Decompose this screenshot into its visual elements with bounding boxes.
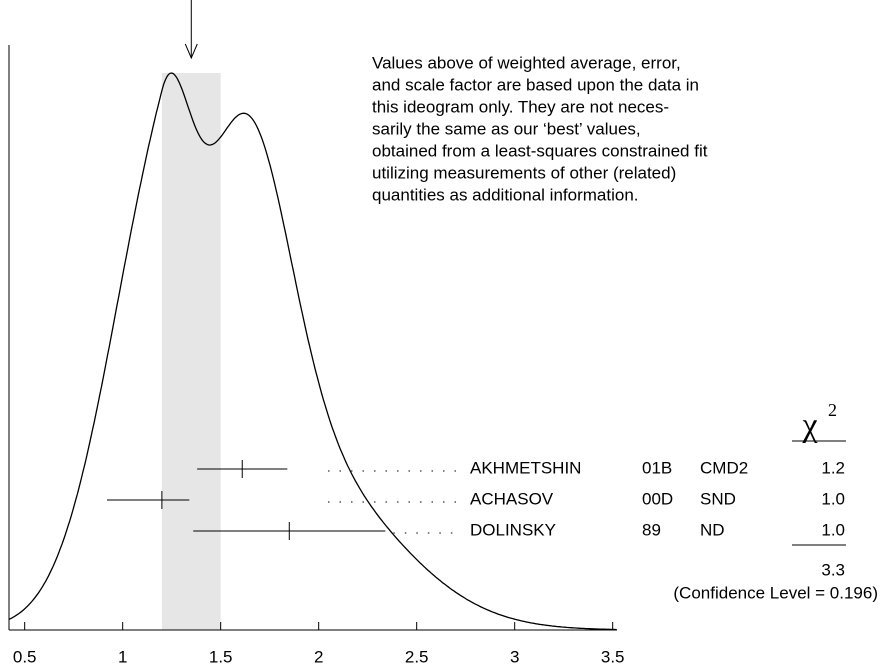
x-tick-label: 1.5 bbox=[209, 647, 233, 666]
chi2-symbol: χ bbox=[801, 407, 817, 444]
measurement-name: DOLINSKY bbox=[470, 520, 556, 539]
measurement-name: ACHASOV bbox=[470, 489, 554, 508]
chi2-value: 1.0 bbox=[821, 489, 845, 508]
x-tick-label: 3 bbox=[510, 647, 519, 666]
note-line: this ideogram only. They are not neces- bbox=[372, 97, 669, 116]
note-line: obtained from a least-squares constraine… bbox=[372, 141, 708, 160]
x-tick-label: 0.5 bbox=[13, 647, 37, 666]
note-line: sarily the same as our ‘best’ values, bbox=[372, 119, 641, 138]
chi2-value: 1.2 bbox=[821, 458, 845, 477]
note-line: utilizing measurements of other (related… bbox=[372, 163, 676, 182]
chi2-value: 1.0 bbox=[821, 520, 845, 539]
measurement-code: 00D bbox=[642, 489, 673, 508]
confidence-level: (Confidence Level = 0.196) bbox=[673, 583, 878, 602]
measurement-experiment: CMD2 bbox=[700, 458, 748, 477]
measurement-code: 01B bbox=[642, 458, 672, 477]
note-line: quantities as additional information. bbox=[372, 185, 639, 204]
measurement-experiment: SND bbox=[700, 489, 736, 508]
measurement-name: AKHMETSHIN bbox=[470, 458, 581, 477]
measurement-code: 89 bbox=[642, 520, 661, 539]
note-line: Values above of weighted average, error, bbox=[372, 53, 681, 72]
chi2-exponent: 2 bbox=[828, 400, 837, 420]
x-tick-label: 3.5 bbox=[601, 647, 625, 666]
average-band bbox=[161, 73, 221, 630]
chi2-total: 3.3 bbox=[821, 560, 845, 579]
x-tick-label: 2 bbox=[314, 647, 323, 666]
note-line: and scale factor are based upon the data… bbox=[372, 75, 699, 94]
x-tick-label: 1 bbox=[118, 647, 127, 666]
ideogram-curve bbox=[8, 72, 617, 631]
x-tick-label: 2.5 bbox=[405, 647, 429, 666]
measurement-experiment: ND bbox=[700, 520, 725, 539]
average-arrow-head bbox=[184, 43, 198, 60]
